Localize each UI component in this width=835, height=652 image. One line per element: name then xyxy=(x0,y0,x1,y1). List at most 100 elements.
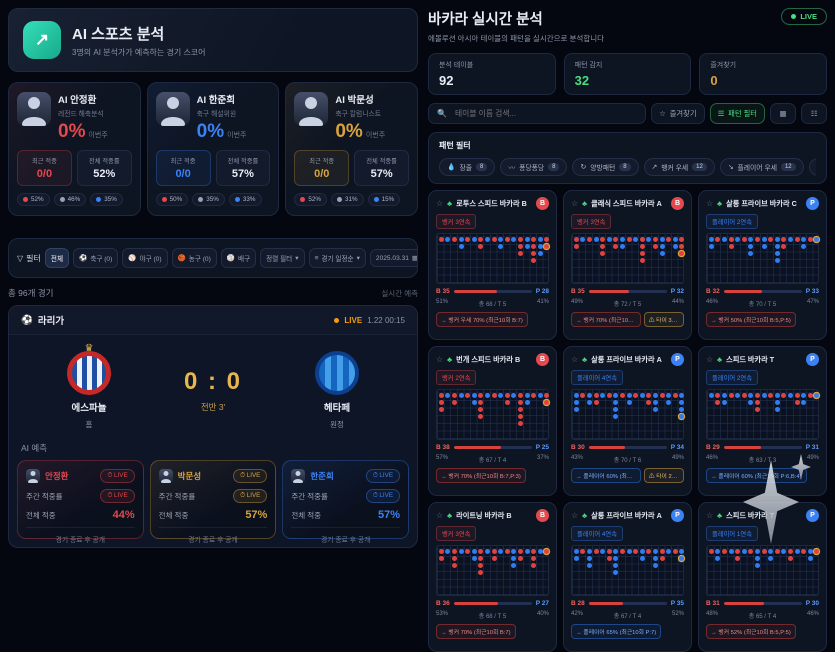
bead xyxy=(794,237,800,242)
bp-bar-row: B 28 P 35 xyxy=(571,600,684,607)
baccarat-table-card[interactable]: ☆ ♣ 살롱 프라이브 바카라 A P 플레이어 4연속 B 28 P 35 42% 총 67 … xyxy=(563,502,692,652)
total-tie-text: 총 70 / T 6 xyxy=(613,458,642,464)
prediction-card[interactable]: 박문성 ⏱ LIVE 주간 적중률 ⏱ LIVE 전체 적중 57% 경기 종료 후 공개 xyxy=(149,460,277,544)
signal-row: → 뱅커 70% (최근10회 B:7) xyxy=(436,624,549,639)
favorite-star-icon[interactable]: ☆ xyxy=(571,355,579,364)
baccarat-table-card[interactable]: ☆ ♣ 스피드 바카라 T P 플레이어 2연속 B 29 P 31 46% 총 63 / T … xyxy=(698,346,827,496)
favorites-button[interactable]: ☆ 즐겨찾기 xyxy=(651,103,705,124)
road-column xyxy=(586,391,593,438)
bp-track xyxy=(453,601,532,606)
signal-row: → 뱅커 70% (최근10회 B:6,P:4)⚠ 타이 3회 주의 xyxy=(571,312,684,327)
match-card[interactable]: ⚽라리가 LIVE 1.22 00:15 에스파뇰 홈 0 : 0 전반 3' xyxy=(8,305,418,548)
bead xyxy=(781,393,787,398)
road-column xyxy=(774,391,781,438)
baccarat-table-card[interactable]: ☆ ♣ 스피드 바카라 T P 플레이어 1연속 B 31 P 30 48% 총 65 / T … xyxy=(698,502,827,652)
favorite-star-icon[interactable]: ☆ xyxy=(706,199,714,208)
bead xyxy=(573,556,579,561)
bead xyxy=(619,549,625,554)
home-team-name: 에스파뇰 xyxy=(71,403,107,414)
filter-chips: 전체 ⚽ 축구 (0) ⚾ 야구 (0) 🏀 농구 (0) 🏐 배구 xyxy=(44,248,257,268)
road-column xyxy=(511,391,518,438)
favorite-star-icon[interactable]: ☆ xyxy=(436,199,444,208)
bp-track xyxy=(723,445,802,450)
schedule-sort-dropdown[interactable]: ≡ 경기 일정순 ▾ xyxy=(308,248,366,268)
bead xyxy=(748,237,754,242)
player-count: P 28 xyxy=(535,288,549,295)
bead xyxy=(517,237,523,242)
bead xyxy=(626,237,632,242)
road-column xyxy=(708,547,715,594)
score-value: 0 : 0 xyxy=(183,368,243,395)
pattern-chip[interactable]: 💧 장줄 8 xyxy=(439,158,496,176)
bead-road xyxy=(436,233,550,284)
prediction-card[interactable]: 한준희 ⏱ LIVE 주간 적중률 ⏱ LIVE 전체 적중 57% 경기 종료 후 공개 xyxy=(282,460,410,544)
sport-filter-chip[interactable]: 🏐 배구 xyxy=(220,248,257,268)
table-search-field[interactable]: 🔍 xyxy=(428,103,647,124)
road-column xyxy=(537,235,544,282)
sport-filter-chip[interactable]: 🏀 농구 (0) xyxy=(171,248,217,268)
result-badge: P xyxy=(806,197,819,210)
grid-view-button[interactable]: ▦ xyxy=(770,103,796,124)
streak-tag: 플레이어 4연속 xyxy=(571,370,624,385)
road-column xyxy=(586,235,593,282)
favorite-star-icon[interactable]: ☆ xyxy=(571,511,579,520)
road-column xyxy=(728,547,735,594)
pattern-chip[interactable]: ∟꺾임8 xyxy=(808,158,816,176)
pattern-filter-button[interactable]: ☰ 패턴 필터 xyxy=(709,103,765,124)
road-column xyxy=(734,235,741,282)
bead xyxy=(768,393,774,398)
bead xyxy=(646,549,652,554)
favorite-star-icon[interactable]: ☆ xyxy=(706,511,714,520)
bead xyxy=(672,549,678,554)
list-view-button[interactable]: ☷ xyxy=(801,103,827,124)
date-from-picker[interactable]: 2025.03.31 ▦ xyxy=(369,249,417,267)
sort-filter-dropdown[interactable]: 정렬 필터 ▾ xyxy=(260,248,305,268)
pattern-chip[interactable]: ↘ 플레이어 우세 12 xyxy=(719,158,804,176)
bead xyxy=(761,244,767,249)
road-column xyxy=(586,547,593,594)
baccarat-table-card[interactable]: ☆ ♣ 번개 스피드 바카라 B B 뱅커 2연속 B 38 P 25 57% 총 67 / T… xyxy=(428,346,557,496)
bead xyxy=(580,549,586,554)
pattern-chip-label: 양방패턴 xyxy=(590,165,616,172)
baccarat-table-card[interactable]: ☆ ♣ 살롱 프라이브 바카라 C P 플레이어 2연속 B 32 P 33 46% 총 70 … xyxy=(698,190,827,340)
road-column xyxy=(679,547,686,594)
bead xyxy=(715,237,721,242)
pattern-chip-label: 플레이어 우세 xyxy=(737,165,777,172)
baccarat-table-card[interactable]: ☆ ♣ 클래식 스피드 바카라 A B 뱅커 3연속 B 35 P 32 49% 총 72 / … xyxy=(563,190,692,340)
pattern-chip[interactable]: 〰 퐁당퐁당 8 xyxy=(500,158,568,176)
sport-filter-chip[interactable]: 전체 xyxy=(44,248,70,268)
pattern-chip[interactable]: ↗ 뱅커 우세 12 xyxy=(643,158,715,176)
banker-pct: 43% xyxy=(571,455,584,461)
analyst-week-pct: 0% 이번주 xyxy=(196,121,247,142)
weekly-row: 주간 적중률 ⏱ LIVE xyxy=(159,489,268,503)
stat-label: 패턴 감지 xyxy=(574,62,603,69)
bead xyxy=(517,549,523,554)
baccarat-table-card[interactable]: ☆ ♣ 로투스 스피드 바카라 B B 뱅커 3연속 B 35 P 28 51% 총 68 / … xyxy=(428,190,557,340)
total-tie-text: 총 65 / T 4 xyxy=(748,614,777,620)
bead xyxy=(504,393,510,398)
road-column xyxy=(530,235,537,282)
road-column xyxy=(708,235,715,282)
bead xyxy=(517,414,523,419)
sport-filter-chip[interactable]: ⚽ 축구 (0) xyxy=(73,248,119,268)
analyst-stats: 최근 적중 0/0 전체 적중률 57% xyxy=(294,150,410,186)
sport-filter-chip[interactable]: ⚾ 야구 (0) xyxy=(122,248,168,268)
bead xyxy=(619,244,625,249)
player-pct: 52% xyxy=(671,611,684,617)
recent-hit-box: 최근 적중 0/0 xyxy=(17,150,72,186)
baccarat-table-card[interactable]: ☆ ♣ 라이트닝 바카라 B B 뱅커 3연속 B 36 P 27 53% 총 68 / T 5… xyxy=(428,502,557,652)
baccarat-table-card[interactable]: ☆ ♣ 살롱 프라이브 바카라 A P 플레이어 4연속 B 30 P 34 43% 총 70 … xyxy=(563,346,692,496)
pattern-chip[interactable]: ↻ 양방패턴 8 xyxy=(572,158,639,176)
total-hit-value: 52% xyxy=(93,168,116,180)
road-column xyxy=(537,391,544,438)
favorite-star-icon[interactable]: ☆ xyxy=(706,355,714,364)
total-hit-value: 57% xyxy=(370,168,393,180)
bead xyxy=(768,549,774,554)
favorite-star-icon[interactable]: ☆ xyxy=(571,199,579,208)
prediction-card[interactable]: 안정환 ⏱ LIVE 주간 적중률 ⏱ LIVE 전체 적중 44% 경기 종료 후 공개 xyxy=(17,460,144,544)
favorite-star-icon[interactable]: ☆ xyxy=(436,511,444,520)
bead xyxy=(517,407,523,412)
badge-value: 15% xyxy=(381,196,395,203)
search-input[interactable] xyxy=(452,108,638,119)
favorite-star-icon[interactable]: ☆ xyxy=(436,355,444,364)
